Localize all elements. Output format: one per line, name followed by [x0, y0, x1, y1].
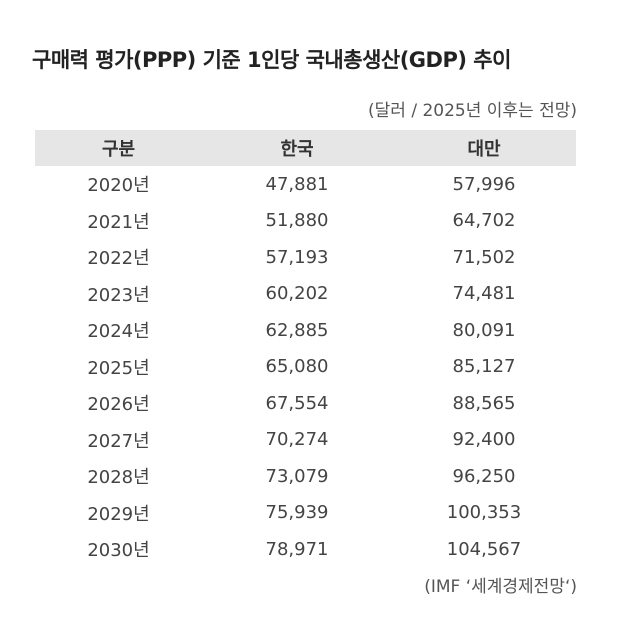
- table-body: 2020년 47,881 57,996 2021년 51,880 64,702 2022년 5…: [35, 166, 576, 568]
- year-cell: 2025년: [87, 357, 150, 379]
- year-cell: 2030년: [87, 540, 150, 562]
- korea-value-cell: 67,554: [265, 392, 329, 414]
- taiwan-value-cell: 64,702: [452, 210, 516, 232]
- korea-value-cell: 78,971: [265, 538, 329, 560]
- korea-value-cell: 73,079: [265, 465, 329, 487]
- column-header-category: 구분: [35, 130, 202, 166]
- korea-value-cell: 60,202: [265, 283, 329, 305]
- data-table: 구분 한국 대만 2020년 47,881 57,996 2021년 51,880 64,…: [35, 130, 576, 568]
- year-cell: 2024년: [87, 321, 150, 343]
- table-row: 2022년 57,193 71,502: [35, 239, 576, 276]
- taiwan-value-cell: 85,127: [452, 356, 516, 378]
- table-row: 2028년 73,079 96,250: [35, 458, 576, 495]
- taiwan-value-cell: 57,996: [452, 173, 516, 195]
- chart-title: 구매력 평가(PPP) 기준 1인당 국내총생산(GDP) 추이: [32, 48, 511, 72]
- korea-value-cell: 57,193: [265, 246, 329, 268]
- taiwan-value-cell: 92,400: [452, 429, 516, 451]
- table-row: 2024년 62,885 80,091: [35, 312, 576, 349]
- table-row: 2025년 65,080 85,127: [35, 349, 576, 386]
- table-row: 2027년 70,274 92,400: [35, 422, 576, 459]
- source-note: (IMF ‘세계경제전망‘): [424, 577, 577, 597]
- table-header: 구분 한국 대만: [35, 130, 576, 166]
- year-cell: 2022년: [87, 248, 150, 270]
- korea-value-cell: 70,274: [265, 429, 329, 451]
- taiwan-value-cell: 100,353: [446, 502, 522, 524]
- year-cell: 2028년: [87, 467, 150, 489]
- table-row: 2023년 60,202 74,481: [35, 276, 576, 313]
- table-row: 2029년 75,939 100,353: [35, 495, 576, 532]
- column-header-korea: 한국: [202, 130, 392, 166]
- year-cell: 2026년: [87, 394, 150, 416]
- taiwan-value-cell: 71,502: [452, 246, 516, 268]
- korea-value-cell: 75,939: [265, 502, 329, 524]
- table-row: 2020년 47,881 57,996: [35, 166, 576, 203]
- korea-value-cell: 47,881: [265, 173, 329, 195]
- header-row: 구분 한국 대만: [35, 130, 576, 166]
- taiwan-value-cell: 80,091: [452, 319, 516, 341]
- taiwan-value-cell: 96,250: [452, 465, 516, 487]
- year-cell: 2027년: [87, 430, 150, 452]
- year-cell: 2020년: [87, 175, 150, 197]
- korea-value-cell: 65,080: [265, 356, 329, 378]
- column-header-taiwan: 대만: [392, 130, 576, 166]
- table-row: 2021년 51,880 64,702: [35, 203, 576, 240]
- unit-note: (달러 / 2025년 이후는 전망): [368, 101, 577, 121]
- table-row: 2030년 78,971 104,567: [35, 531, 576, 568]
- taiwan-value-cell: 104,567: [446, 538, 522, 560]
- year-cell: 2021년: [87, 211, 150, 233]
- year-cell: 2023년: [87, 284, 150, 306]
- taiwan-value-cell: 74,481: [452, 283, 516, 305]
- korea-value-cell: 62,885: [265, 319, 329, 341]
- korea-value-cell: 51,880: [265, 210, 329, 232]
- year-cell: 2029년: [87, 503, 150, 525]
- table-row: 2026년 67,554 88,565: [35, 385, 576, 422]
- taiwan-value-cell: 88,565: [452, 392, 516, 414]
